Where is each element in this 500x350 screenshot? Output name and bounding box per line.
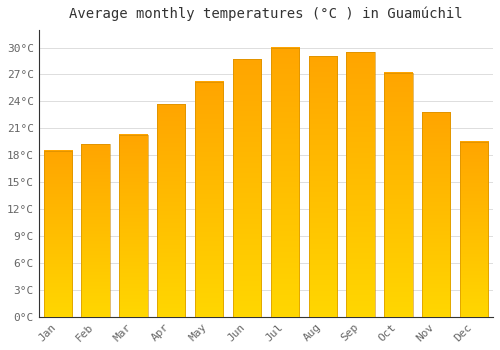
Bar [119,135,148,317]
Bar [384,73,412,317]
Bar [346,52,375,317]
Bar [44,151,72,317]
Bar [233,59,261,317]
Bar [195,82,224,317]
Bar [422,112,450,317]
Title: Average monthly temperatures (°C ) in Guamúchil: Average monthly temperatures (°C ) in Gu… [69,7,462,21]
Bar [460,142,488,317]
Bar [270,48,299,317]
Bar [308,56,337,317]
Bar [82,145,110,317]
Bar [157,104,186,317]
